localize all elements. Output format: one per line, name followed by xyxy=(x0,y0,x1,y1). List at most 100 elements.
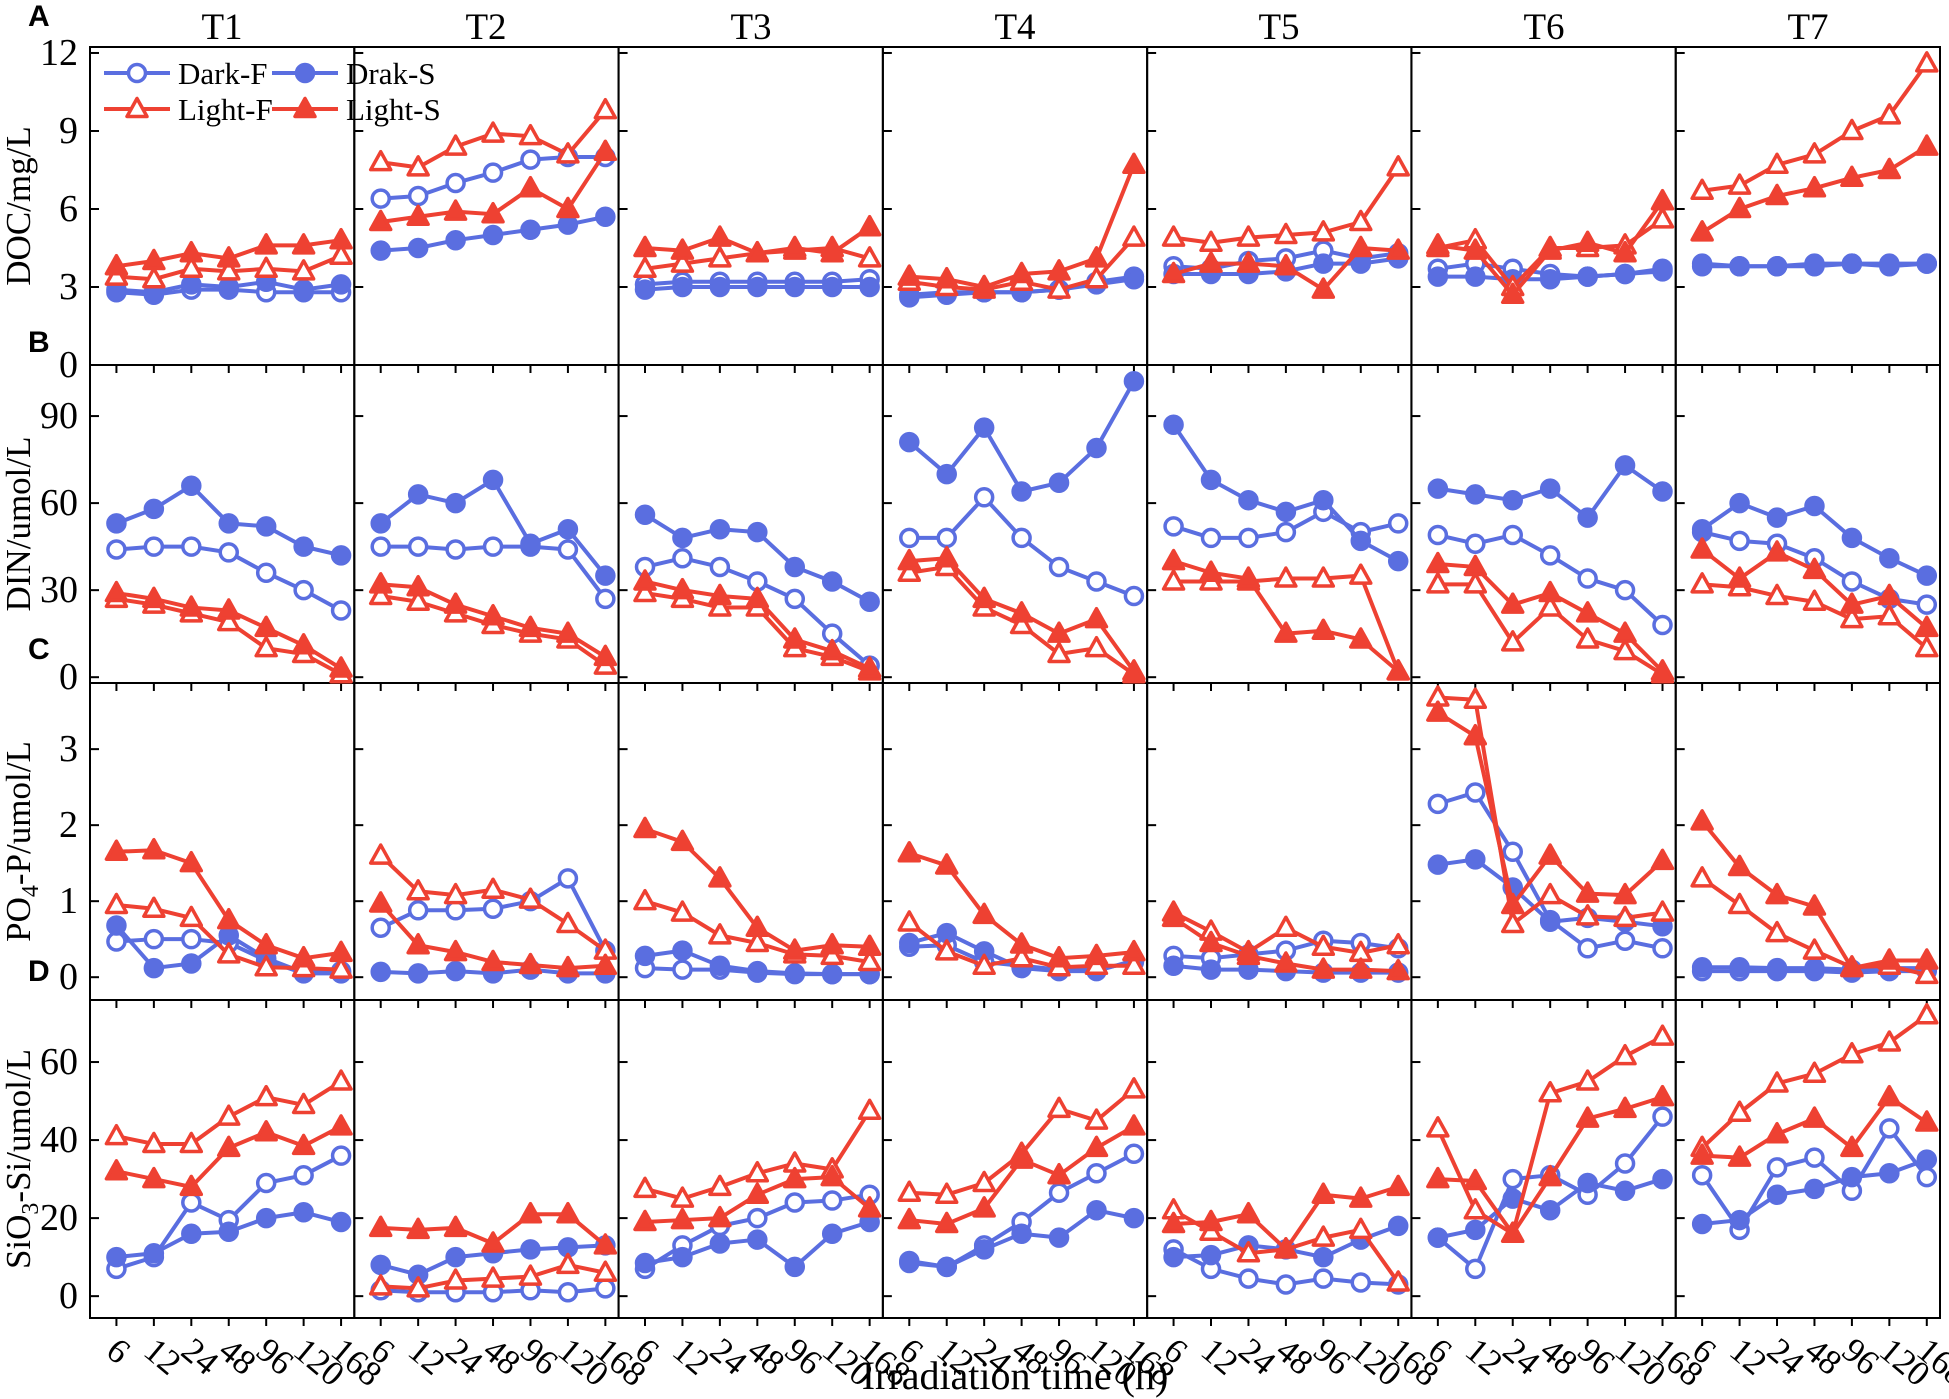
marker-triangle-solid xyxy=(329,940,353,963)
series-Light-S xyxy=(633,214,882,263)
series-Light-S xyxy=(633,1164,882,1232)
marker-circle-solid xyxy=(1275,501,1297,523)
panel-frame-D-T1 xyxy=(89,999,356,1319)
marker-triangle-solid xyxy=(1500,892,1525,915)
marker-circle-solid xyxy=(672,276,693,298)
column-title-t5: T5 xyxy=(1258,7,1300,48)
marker-circle-solid xyxy=(181,1223,202,1244)
marker-circle-solid xyxy=(1427,266,1449,287)
marker-triangle-solid xyxy=(1463,238,1488,260)
marker-triangle-solid xyxy=(104,253,129,276)
marker-triangle-open xyxy=(857,246,882,268)
column-title-t7: T7 xyxy=(1787,7,1829,48)
marker-circle-solid xyxy=(445,492,466,514)
marker-triangle-solid xyxy=(1236,566,1261,588)
marker-circle-open xyxy=(126,62,148,84)
marker-circle-solid xyxy=(407,963,429,984)
panel-B-T7 xyxy=(1690,492,1939,658)
panel-C-T3 xyxy=(633,816,882,985)
marker-circle-open xyxy=(106,539,127,560)
marker-triangle-solid xyxy=(670,238,695,260)
marker-triangle-open xyxy=(443,134,468,156)
marker-triangle-open xyxy=(1236,225,1261,247)
marker-circle-solid xyxy=(1652,481,1673,502)
marker-circle-solid xyxy=(1465,849,1486,870)
marker-circle-solid xyxy=(1465,1219,1486,1241)
series-Light-F xyxy=(633,888,882,972)
panel-C-T6 xyxy=(1426,685,1675,959)
marker-triangle-solid xyxy=(1690,1143,1714,1165)
marker-circle-solid xyxy=(294,62,316,84)
marker-circle-solid xyxy=(595,206,616,228)
marker-triangle-solid xyxy=(1009,1147,1034,1169)
marker-triangle-solid xyxy=(556,621,580,643)
y-tick-label: 0 xyxy=(59,656,78,698)
marker-circle-solid xyxy=(1011,481,1032,502)
marker-triangle-open xyxy=(1426,572,1450,594)
marker-circle-open xyxy=(1350,1272,1372,1293)
marker-triangle-open xyxy=(633,580,657,603)
series-Light-S xyxy=(897,545,1146,681)
panel-D-T4 xyxy=(897,1077,1146,1278)
marker-triangle-open xyxy=(556,1252,580,1275)
series-Light-S xyxy=(368,891,618,978)
panel-frame-A-T6 xyxy=(1410,46,1677,366)
marker-triangle-open xyxy=(329,1069,353,1091)
marker-circle-open xyxy=(407,900,429,921)
marker-triangle-open xyxy=(104,1123,129,1146)
marker-circle-open xyxy=(1313,1268,1334,1289)
y-tick-label: 6 xyxy=(59,188,78,230)
marker-triangle-solid xyxy=(1538,843,1562,865)
marker-triangle-solid xyxy=(1765,1121,1789,1144)
marker-circle-solid xyxy=(293,1202,314,1223)
series-Light-S xyxy=(368,139,618,232)
marker-triangle-solid xyxy=(1802,175,1827,198)
marker-circle-open xyxy=(1275,521,1297,543)
marker-triangle-open xyxy=(1690,178,1714,201)
series-Light-S xyxy=(1426,188,1675,305)
series-Light-F xyxy=(1161,155,1410,253)
marker-circle-solid xyxy=(1313,253,1334,274)
marker-triangle-open xyxy=(217,259,241,281)
marker-triangle-open xyxy=(1727,892,1752,915)
marker-triangle-open xyxy=(1613,905,1637,928)
marker-triangle-solid xyxy=(1084,246,1109,268)
marker-triangle-open xyxy=(1463,572,1488,594)
marker-triangle-solid xyxy=(783,235,807,258)
marker-triangle-open xyxy=(443,1268,468,1290)
marker-triangle-solid xyxy=(857,214,882,237)
marker-circle-solid xyxy=(859,276,880,298)
marker-circle-solid xyxy=(634,945,656,967)
marker-triangle-open xyxy=(1122,1077,1146,1099)
marker-triangle-solid xyxy=(1727,854,1752,877)
series-Light-S xyxy=(1161,905,1410,981)
marker-triangle-solid xyxy=(1575,1106,1600,1128)
marker-circle-solid xyxy=(1465,266,1486,287)
marker-circle-solid xyxy=(1313,1246,1334,1268)
marker-triangle-solid xyxy=(1236,1201,1261,1224)
marker-circle-solid xyxy=(1916,565,1938,586)
marker-triangle-solid xyxy=(1650,188,1675,211)
marker-triangle-solid xyxy=(481,949,505,972)
marker-triangle-solid xyxy=(783,1166,807,1189)
marker-triangle-solid xyxy=(217,1135,241,1158)
marker-triangle-solid xyxy=(745,240,770,263)
series-Dark-F xyxy=(1691,1118,1938,1241)
marker-triangle-open xyxy=(1538,1081,1562,1103)
panel-frame-A-T7 xyxy=(1674,46,1941,366)
marker-triangle-open xyxy=(1650,1024,1675,1046)
marker-triangle-solid xyxy=(443,199,468,221)
marker-triangle-solid xyxy=(1463,723,1488,746)
marker-circle-open xyxy=(821,1190,843,1211)
marker-triangle-solid xyxy=(857,934,882,957)
series-Dark-F xyxy=(370,536,616,610)
marker-circle-solid xyxy=(973,1239,995,1260)
series-Dark-F xyxy=(1427,524,1673,636)
marker-circle-open xyxy=(1238,1268,1259,1289)
marker-circle-open xyxy=(1427,793,1449,815)
panel-C-T4 xyxy=(897,841,1146,982)
series-Light-S xyxy=(1426,551,1675,681)
marker-circle-open xyxy=(181,536,202,557)
panel-frame-D-T5 xyxy=(1146,999,1413,1319)
panel-A-T4 xyxy=(897,152,1146,308)
